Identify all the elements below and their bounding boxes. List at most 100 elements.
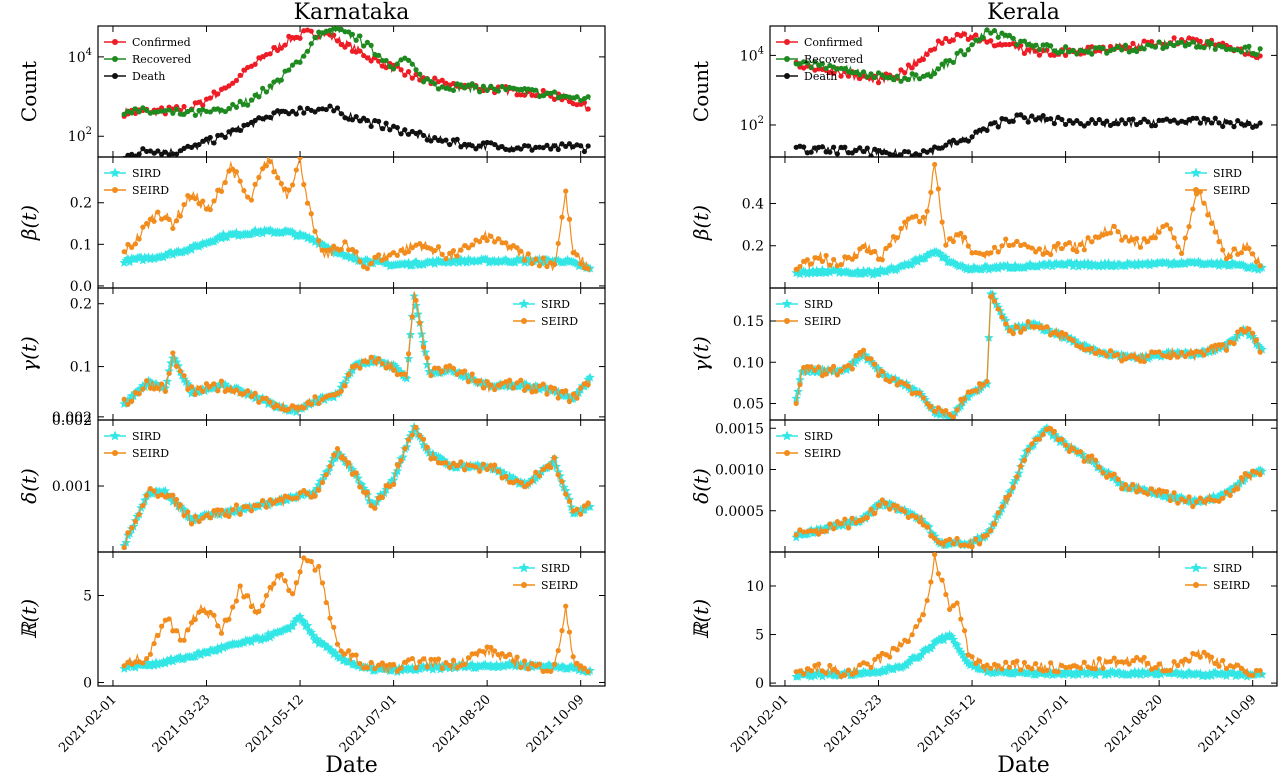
- data-point: [390, 661, 397, 668]
- data-point: [1119, 486, 1125, 492]
- data-point: [173, 363, 180, 369]
- legend-marker: [1190, 167, 1202, 178]
- data-point: [263, 163, 269, 169]
- data-point: [218, 188, 225, 194]
- data-point: [357, 258, 363, 265]
- data-point: [999, 243, 1005, 249]
- data-point: [409, 432, 415, 438]
- data-point: [988, 30, 994, 36]
- legend-label: SIRD: [541, 298, 570, 311]
- data-point: [170, 225, 176, 232]
- data-point: [566, 216, 573, 222]
- data-point: [1231, 341, 1237, 347]
- data-point: [166, 216, 172, 223]
- data-point: [136, 391, 142, 397]
- data-point: [961, 31, 968, 37]
- data-point: [540, 87, 546, 94]
- data-point: [1156, 661, 1162, 667]
- data-point: [196, 141, 202, 148]
- data-point: [857, 145, 863, 151]
- data-point: [521, 658, 528, 664]
- series-line: [795, 554, 1263, 678]
- data-point: [823, 149, 829, 155]
- data-point: [924, 208, 930, 214]
- data-point: [1171, 351, 1177, 357]
- data-point: [857, 349, 863, 356]
- data-point: [536, 661, 543, 667]
- data-point: [495, 468, 501, 474]
- data-point: [804, 257, 811, 263]
- data-point: [245, 593, 251, 599]
- data-point: [394, 61, 400, 67]
- data-point: [1051, 243, 1057, 249]
- data-point: [297, 59, 303, 65]
- data-point: [388, 475, 399, 485]
- data-point: [237, 127, 243, 134]
- data-point: [954, 407, 960, 413]
- data-point: [574, 506, 580, 512]
- data-point: [514, 654, 520, 660]
- chart-kerala: Kerala 102 104 Count Confirmed Recovered Death…: [689, 0, 1278, 776]
- data-point: [312, 34, 318, 41]
- data-point: [488, 382, 494, 388]
- data-point: [920, 214, 927, 220]
- legend-marker: [112, 73, 118, 79]
- legend: SIRD SEIRD: [104, 430, 169, 460]
- data-point: [147, 148, 153, 154]
- data-point: [342, 651, 348, 657]
- data-point: [196, 99, 202, 105]
- data-point: [271, 500, 277, 506]
- data-point: [376, 118, 382, 124]
- chart-karnataka: Karnataka 102 104 Count Confirmed Recovered De…: [17, 0, 606, 776]
- data-point: [1036, 52, 1043, 58]
- data-point: [544, 391, 550, 397]
- data-point: [988, 250, 994, 256]
- data-point: [831, 256, 837, 263]
- data-point: [376, 52, 382, 58]
- data-point: [1145, 660, 1151, 666]
- panel-5: 0 5 10 ℝ(t) SIRD SEIRD: [689, 551, 1278, 692]
- data-point: [1089, 345, 1095, 351]
- y-axis-label: ℝ(t): [689, 599, 713, 639]
- data-point: [797, 263, 803, 270]
- data-point: [827, 149, 833, 155]
- data-point: [1059, 49, 1065, 55]
- data-point: [136, 151, 142, 157]
- data-point: [883, 74, 889, 80]
- data-point: [1066, 117, 1072, 124]
- data-point: [469, 81, 475, 87]
- data-point: [1171, 490, 1177, 496]
- series-seird: [121, 291, 591, 415]
- data-point: [1021, 659, 1028, 666]
- data-point: [849, 150, 855, 156]
- data-point: [578, 511, 584, 517]
- data-point: [499, 143, 505, 150]
- data-point: [879, 257, 885, 263]
- data-point: [390, 249, 397, 256]
- data-point: [928, 579, 934, 585]
- data-point: [413, 297, 419, 303]
- data-point: [566, 141, 573, 147]
- data-point: [233, 169, 240, 175]
- data-point: [939, 61, 945, 67]
- data-point: [995, 249, 1001, 255]
- data-point: [387, 661, 393, 668]
- legend-label: SEIRD: [132, 184, 169, 197]
- data-point: [121, 544, 127, 551]
- data-point: [525, 143, 531, 149]
- data-point: [473, 651, 479, 657]
- data-point: [330, 648, 341, 657]
- data-point: [831, 70, 837, 76]
- panel-5: 0 5 ℝ(t) SIRD SEIRD: [17, 551, 606, 692]
- data-point: [368, 659, 374, 666]
- data-point: [394, 124, 400, 131]
- data-point: [192, 513, 198, 519]
- data-point: [1171, 117, 1177, 123]
- data-point: [999, 504, 1005, 510]
- data-point: [1238, 475, 1245, 481]
- data-point: [853, 253, 859, 260]
- data-point: [857, 246, 863, 252]
- data-point: [1141, 46, 1147, 52]
- data-point: [1201, 352, 1207, 358]
- data-point: [469, 371, 475, 377]
